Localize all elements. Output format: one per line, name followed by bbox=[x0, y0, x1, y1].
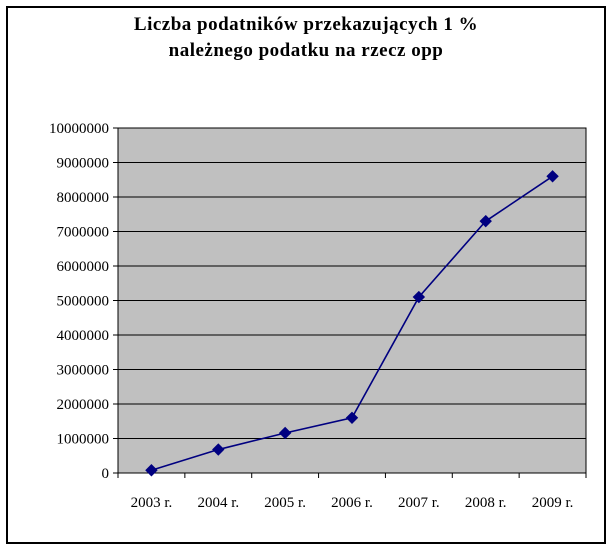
data-point-marker bbox=[278, 426, 292, 440]
data-point-marker bbox=[479, 214, 492, 228]
x-tick-label: 2008 r. bbox=[465, 495, 507, 511]
x-tick-label: 2009 r. bbox=[532, 495, 574, 511]
y-tick-label: 5000000 bbox=[57, 294, 110, 310]
x-tick-label: 2007 r. bbox=[398, 495, 440, 511]
data-point-marker bbox=[145, 464, 158, 477]
y-tick-label: 9000000 bbox=[57, 156, 110, 172]
data-point-marker bbox=[546, 170, 559, 183]
y-tick-label: 8000000 bbox=[57, 190, 110, 206]
data-point-marker bbox=[412, 290, 426, 304]
chart-title: Liczba podatników przekazujących 1 % nal… bbox=[133, 14, 479, 61]
y-tick-label: 2000000 bbox=[57, 397, 110, 413]
data-point-marker bbox=[212, 443, 225, 456]
data-point-marker bbox=[345, 411, 359, 425]
x-axis-ticks: 2003 r. 2004 r. 2005 r. 2006 r. 2007 r. 2008 … bbox=[117, 473, 587, 511]
y-tick-label: 0 bbox=[102, 466, 110, 482]
x-tick-label: 2006 r. bbox=[331, 495, 373, 511]
y-tick-label: 4000000 bbox=[57, 328, 110, 344]
y-axis-ticks: 0 1000000 2000000 3000000 4000000 5000000 6000… bbox=[49, 121, 118, 482]
x-tick-label: 2005 r. bbox=[264, 495, 306, 511]
gridlines bbox=[118, 127, 586, 439]
y-tick-label: 3000000 bbox=[57, 363, 110, 379]
x-tick-label: 2004 r. bbox=[197, 495, 239, 511]
y-tick-label: 1000000 bbox=[57, 432, 110, 448]
y-tick-label: 6000000 bbox=[57, 259, 110, 275]
data-markers bbox=[145, 170, 559, 477]
y-tick-label: 7000000 bbox=[57, 225, 110, 241]
y-tick-label: 10000000 bbox=[49, 121, 109, 137]
x-tick-label: 2003 r. bbox=[131, 495, 173, 511]
